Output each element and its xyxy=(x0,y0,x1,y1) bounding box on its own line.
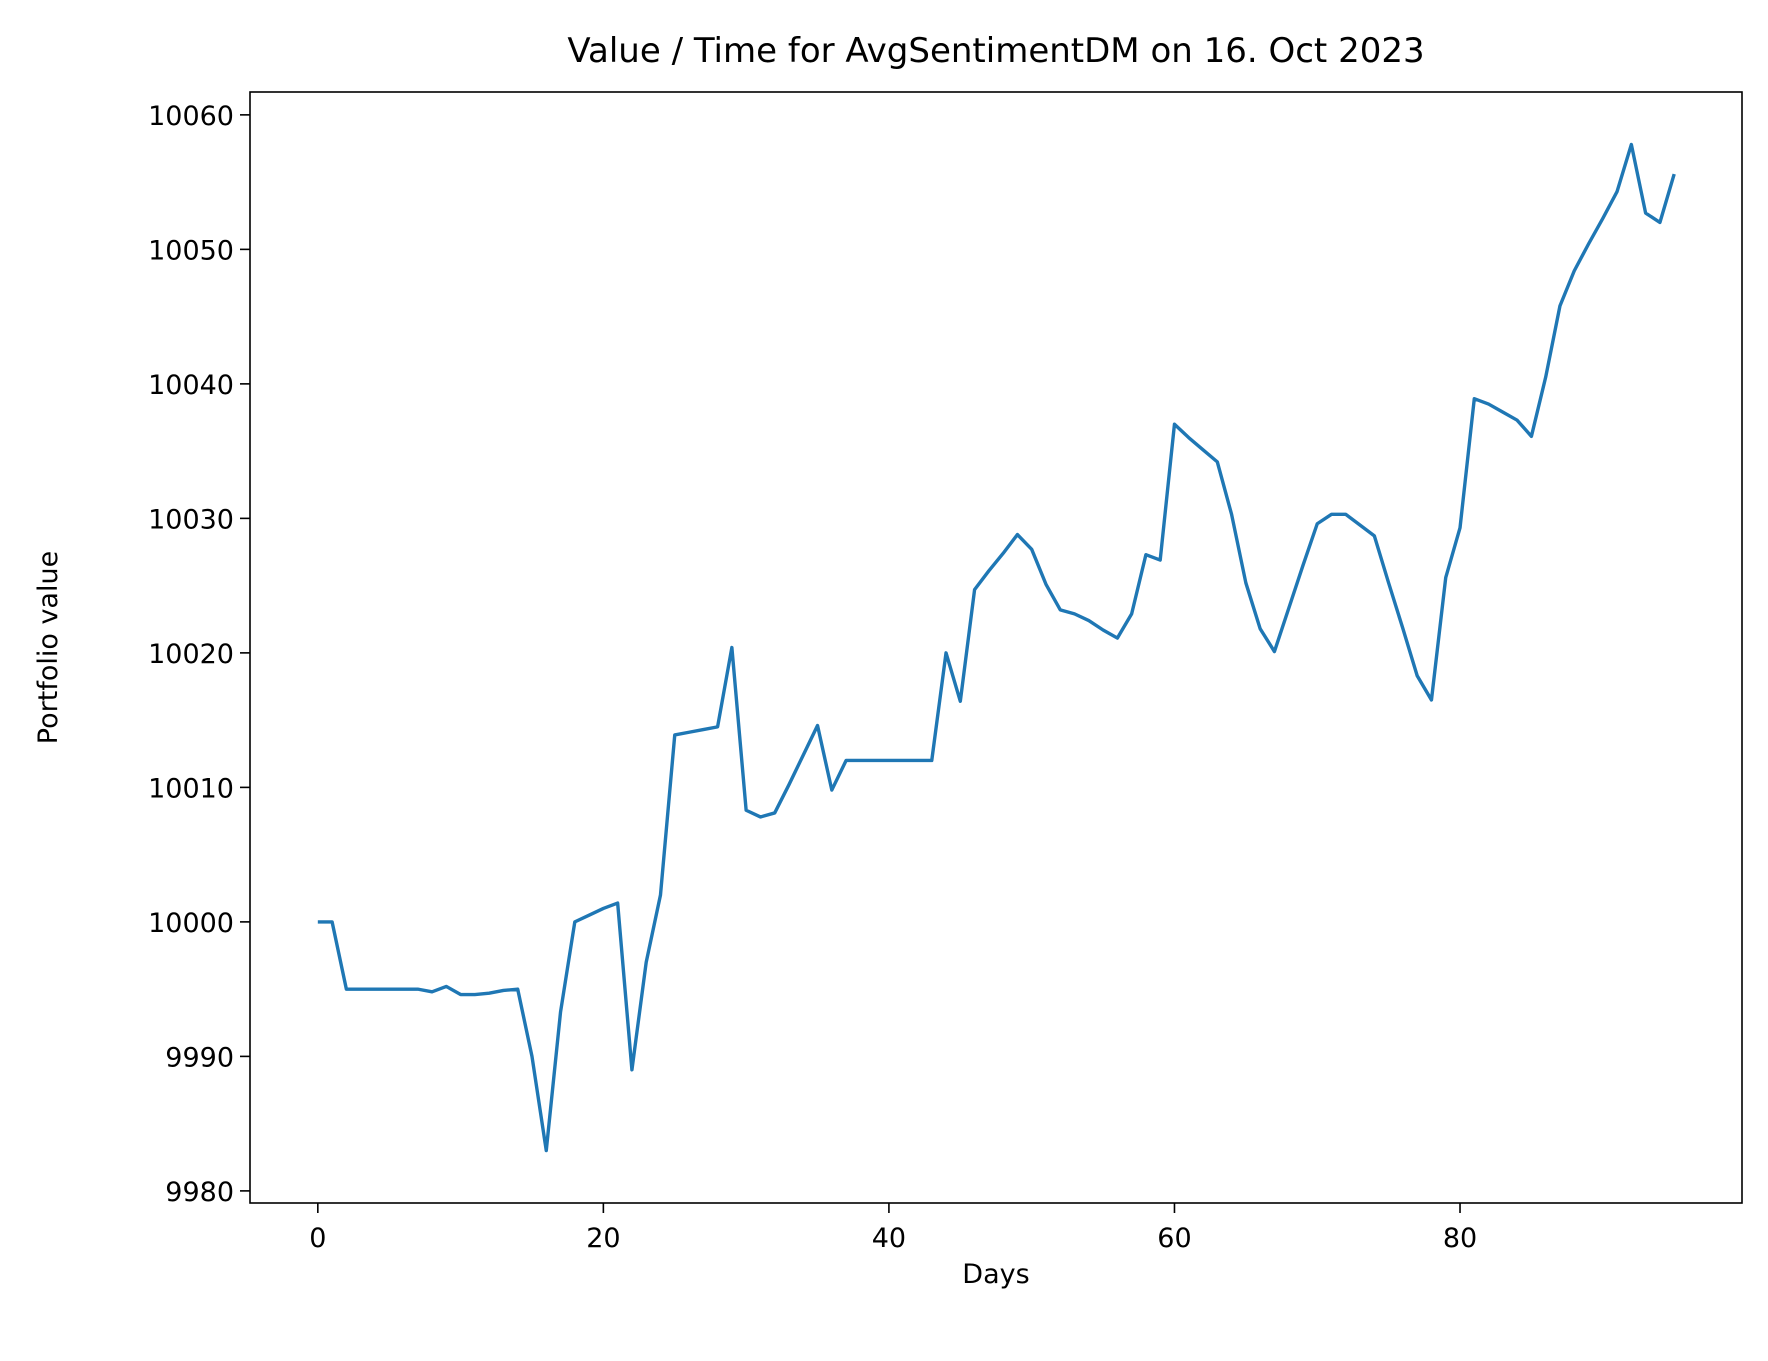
y-tick-label: 9980 xyxy=(165,1177,234,1208)
y-tick-label: 10010 xyxy=(148,773,234,804)
y-axis-label: Portfolio value xyxy=(33,551,64,744)
chart-title: Value / Time for AvgSentimentDM on 16. O… xyxy=(567,31,1424,71)
y-axis: 9980 9990 10000 10010 10020 10030 10040 10050 10… xyxy=(148,101,250,1208)
x-tick-label: 60 xyxy=(1157,1223,1191,1254)
y-tick-label: 10000 xyxy=(148,908,234,939)
x-tick-label: 80 xyxy=(1443,1223,1477,1254)
x-tick-label: 0 xyxy=(309,1223,326,1254)
y-tick-label: 10050 xyxy=(148,235,234,266)
plot-frame xyxy=(249,91,1743,1204)
series-line xyxy=(317,142,1676,1153)
y-tick-label: 10030 xyxy=(148,504,234,535)
y-tick-label: 10020 xyxy=(148,639,234,670)
x-axis-label: Days xyxy=(962,1259,1029,1290)
y-tick-label: 10060 xyxy=(148,101,234,132)
plot-series xyxy=(317,142,1676,1153)
x-tick-label: 20 xyxy=(586,1223,620,1254)
y-tick-label: 10040 xyxy=(148,370,234,401)
x-tick-label: 40 xyxy=(872,1223,906,1254)
y-tick-label: 9990 xyxy=(165,1042,234,1073)
x-axis: 0 20 40 60 80 xyxy=(309,1203,1477,1254)
